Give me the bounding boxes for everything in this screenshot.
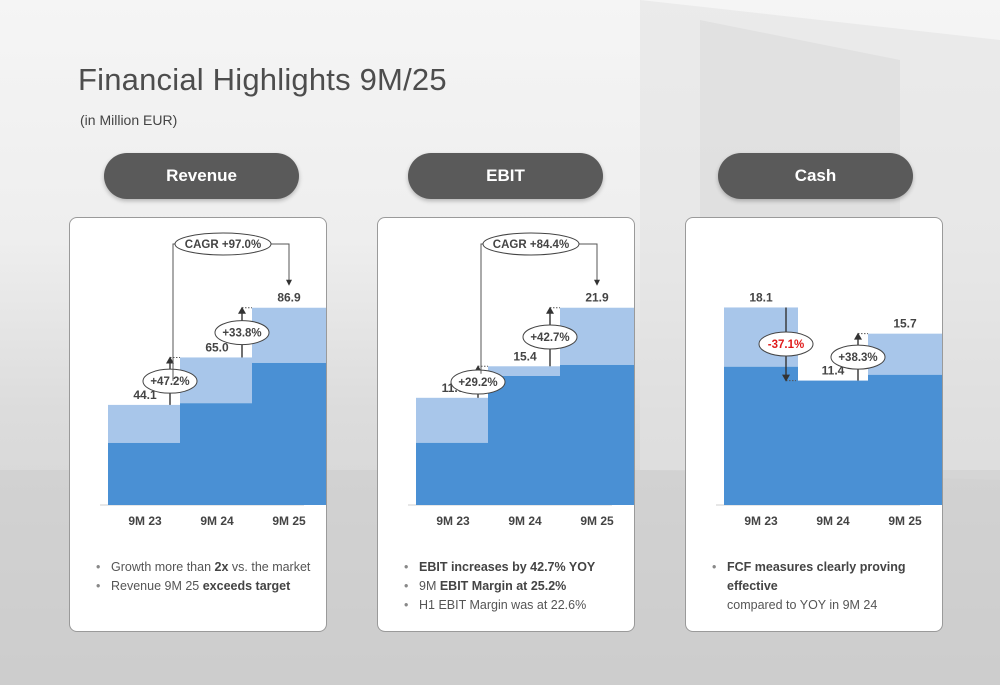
cash-change-badge-0 <box>758 331 814 357</box>
revenue-category-label-0: 9M 23 <box>128 514 162 528</box>
ebit-bar-dark-1 <box>488 375 562 505</box>
ebit-bar-dark-0 <box>416 442 490 505</box>
revenue-bullet-0-text-2: vs. the market <box>228 560 311 574</box>
ebit-change-label-1: +42.7% <box>530 332 569 344</box>
cash-change-label-1: +38.3% <box>838 352 877 364</box>
revenue-bullet-1-text-1: exceeds target <box>202 579 291 593</box>
revenue-change-arrow-head-0 <box>166 356 174 364</box>
ebit-cagr-arrow-head <box>594 279 600 286</box>
cash-bullet-0-text-0: FCF measures clearly proving effective <box>727 560 906 593</box>
revenue-category-label-2: 9M 25 <box>272 514 306 528</box>
revenue-bullet-1: Revenue 9M 25 exceeds target <box>94 577 314 596</box>
ebit-category-label-2: 9M 25 <box>580 514 614 528</box>
cash-value-label-2: 15.7 <box>893 317 917 331</box>
revenue-card: 44.1 9M 23 65.0 9M 24 86.9 9M 25 +47.2% +33.8% C… <box>69 217 327 632</box>
revenue-value-label-1: 65.0 <box>205 340 229 354</box>
cash-category-label-2: 9M 25 <box>888 514 922 528</box>
ebit-header: EBIT <box>408 153 603 199</box>
ebit-change-badge-1 <box>522 324 578 350</box>
cash-card: 18.1 9M 23 11.4 9M 24 15.7 9M 25 -37.1% +38.3% … <box>685 217 943 632</box>
revenue-change-label-1: +33.8% <box>222 328 261 340</box>
revenue-bar-dark-0 <box>108 442 182 505</box>
cash-value-label-0: 18.1 <box>749 290 773 304</box>
revenue-cagr-label: CAGR +97.0% <box>185 239 261 251</box>
ebit-value-label-1: 15.4 <box>513 349 537 363</box>
cash-change-arrow-head-0 <box>782 374 790 382</box>
ebit-value-label-2: 21.9 <box>585 291 609 305</box>
cash-chart: 18.1 9M 23 11.4 9M 24 15.7 9M 25 -37.1% +38.3% <box>716 290 942 528</box>
cash-header: Cash <box>718 153 913 199</box>
ebit-bullet-0-text-0: EBIT increases by 42.7% YOY <box>419 560 596 574</box>
cash-change-badge-1 <box>830 344 886 370</box>
cash-change-arrow-head-1 <box>854 332 862 340</box>
revenue-value-label-0: 44.1 <box>133 388 157 402</box>
revenue-header: Revenue <box>104 153 299 199</box>
revenue-change-label-0: +47.2% <box>150 376 189 388</box>
ebit-cagr-label: CAGR +84.4% <box>493 239 569 251</box>
revenue-bar-dark-1 <box>180 403 254 505</box>
cash-bullet-0: FCF measures clearly proving effective <box>710 558 930 596</box>
page-subtitle: (in Million EUR) <box>80 112 178 128</box>
revenue-bullet-0-text-1: 2x <box>214 560 229 574</box>
ebit-bar-light-0 <box>416 397 490 443</box>
revenue-bullet-0-text-0: Growth more than <box>111 560 215 574</box>
ebit-category-label-0: 9M 23 <box>436 514 470 528</box>
cash-bar-dark-0 <box>724 366 798 505</box>
cash-change-label-0: -37.1% <box>768 339 804 351</box>
revenue-bar-light-0 <box>108 404 182 443</box>
ebit-change-badge-0 <box>450 369 506 395</box>
revenue-change-arrow-head-1 <box>238 306 246 314</box>
revenue-bullets: Growth more than 2x vs. the marketRevenu… <box>70 558 326 596</box>
ebit-bullet-1: 9M EBIT Margin at 25.2% <box>402 577 622 596</box>
page-title: Financial Highlights 9M/25 <box>78 62 447 97</box>
cash-bar-dark-2 <box>868 374 942 505</box>
cash-category-label-1: 9M 24 <box>816 514 850 528</box>
cash-bullet-1-text-0: compared to YOY in 9M 24 <box>727 598 878 612</box>
revenue-bullet-0: Growth more than 2x vs. the market <box>94 558 314 577</box>
ebit-bullet-2: H1 EBIT Margin was at 22.6% <box>402 596 622 615</box>
ebit-cagr-badge <box>482 232 580 256</box>
cash-bullet-1: compared to YOY in 9M 24 <box>710 596 930 615</box>
revenue-category-label-1: 9M 24 <box>200 514 234 528</box>
ebit-category-label-1: 9M 24 <box>508 514 542 528</box>
revenue-chart: 44.1 9M 23 65.0 9M 24 86.9 9M 25 +47.2% +33.8% C… <box>100 232 326 528</box>
cash-bar-dark-1 <box>796 380 870 505</box>
ebit-bar-light-1 <box>488 366 562 376</box>
cash-value-label-1: 11.4 <box>822 364 845 378</box>
revenue-cagr-badge <box>174 232 272 256</box>
revenue-value-label-2: 86.9 <box>277 291 301 305</box>
revenue-bullet-1-text-0: Revenue 9M 25 <box>111 579 203 593</box>
revenue-bar-dark-2 <box>252 362 326 505</box>
revenue-change-badge-1 <box>214 320 270 346</box>
cash-category-label-0: 9M 23 <box>744 514 778 528</box>
ebit-card: 11.9 9M 23 15.4 9M 24 21.9 9M 25 +29.2% +42.7% C… <box>377 217 635 632</box>
revenue-change-badge-0 <box>142 368 198 394</box>
ebit-bullets: EBIT increases by 42.7% YOY 9M EBIT Margi… <box>378 558 634 615</box>
ebit-bullet-1-text-1: EBIT Margin at 25.2% <box>439 579 567 593</box>
cash-bullets: FCF measures clearly proving effective co… <box>686 558 942 615</box>
ebit-bar-dark-2 <box>560 364 634 505</box>
ebit-bullet-2-text-0: H1 EBIT Margin was at 22.6% <box>419 598 587 612</box>
revenue-cagr-arrow-head <box>286 279 292 286</box>
ebit-change-arrow-head-1 <box>546 306 554 314</box>
ebit-bullet-0: EBIT increases by 42.7% YOY <box>402 558 622 577</box>
ebit-change-label-0: +29.2% <box>458 377 497 389</box>
ebit-bullet-1-text-0: 9M <box>419 579 440 593</box>
